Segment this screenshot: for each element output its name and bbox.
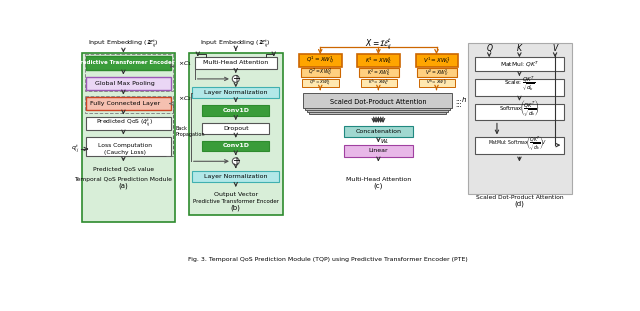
Text: Predicted QoS ($\hat{q}^t_{ij}$): Predicted QoS ($\hat{q}^t_{ij}$) (97, 118, 154, 129)
Text: (Cauchy Loss): (Cauchy Loss) (104, 150, 146, 155)
Bar (307, 97, 448, 112)
Text: $K^h = XW_K^h$: $K^h = XW_K^h$ (368, 77, 389, 88)
Text: $V^1 = XW_V^1$: $V^1 = XW_V^1$ (422, 55, 451, 66)
Text: $V^h = XW_V^h$: $V^h = XW_V^h$ (426, 77, 447, 88)
Bar (202, 105, 269, 116)
Bar (202, 123, 269, 133)
Text: MatMul: $QK^T$: MatMul: $QK^T$ (500, 60, 540, 69)
Bar (417, 68, 457, 77)
Bar (344, 126, 413, 137)
Bar (84, 96, 173, 113)
Bar (360, 79, 397, 86)
Text: $q^t_{ij}$: $q^t_{ij}$ (71, 143, 79, 155)
Bar (358, 54, 400, 67)
Text: $Q^2 = XW_Q^2$: $Q^2 = XW_Q^2$ (308, 67, 332, 78)
Bar (301, 68, 340, 77)
Text: Back
Propagation: Back Propagation (175, 126, 205, 137)
Bar (193, 171, 279, 182)
Bar (86, 56, 172, 70)
Bar (476, 104, 564, 120)
Text: K: K (517, 44, 522, 53)
Text: $K^1 = XW_K^1$: $K^1 = XW_K^1$ (365, 55, 392, 66)
Text: Q: Q (486, 44, 492, 53)
Text: Fig. 3. Temporal QoS Prediction Module (TQP) using Predictive Transformer Encode: Fig. 3. Temporal QoS Prediction Module (… (188, 257, 468, 262)
Bar (467, 44, 572, 194)
Text: (d): (d) (515, 200, 524, 207)
Text: Global Max Pooling: Global Max Pooling (95, 81, 155, 86)
Bar (476, 57, 564, 71)
Text: +: + (232, 156, 240, 166)
Circle shape (232, 76, 239, 82)
Text: Fully Connected Layer: Fully Connected Layer (90, 101, 160, 106)
Text: (a): (a) (118, 183, 128, 189)
Bar (476, 79, 564, 96)
Text: Scaled Dot-Product Attention: Scaled Dot-Product Attention (476, 195, 563, 200)
Text: ...: ... (455, 102, 461, 108)
Bar (303, 79, 339, 86)
Text: $V^2 = XW_V^2$: $V^2 = XW_V^2$ (425, 67, 448, 78)
Text: V: V (552, 44, 557, 53)
Bar (86, 97, 172, 110)
Bar (300, 54, 342, 67)
Bar (305, 94, 451, 110)
Bar (83, 53, 175, 222)
Text: Temporal QoS Prediction Module: Temporal QoS Prediction Module (74, 177, 172, 182)
Circle shape (232, 158, 239, 165)
Text: Softmax$\!\left(\dfrac{QK^T}{\sqrt{d_k}}\right)$: Softmax$\!\left(\dfrac{QK^T}{\sqrt{d_k}}… (499, 98, 540, 118)
Text: Loss Computation: Loss Computation (98, 143, 152, 148)
Text: Predicted QoS value: Predicted QoS value (93, 166, 154, 171)
Bar (84, 54, 173, 91)
Text: Layer Normalization: Layer Normalization (204, 174, 268, 179)
Text: Input Embedding ($\mathcal{I\!E}^t_{ij}$): Input Embedding ($\mathcal{I\!E}^t_{ij}$… (88, 38, 159, 50)
Bar (86, 117, 172, 130)
Text: Predictive Transformer Encoder: Predictive Transformer Encoder (76, 60, 174, 65)
Text: Output Vector: Output Vector (214, 192, 258, 197)
FancyArrowPatch shape (170, 62, 174, 67)
Text: $\times C_2$: $\times C_2$ (178, 95, 191, 103)
Text: Layer Normalization: Layer Normalization (204, 90, 268, 95)
Text: MatMul: Softmax$\!\left(\dfrac{QK^T}{\sqrt{d_k}}\right)\!V$: MatMul: Softmax$\!\left(\dfrac{QK^T}{\sq… (488, 135, 547, 152)
Text: Multi-Head Attention: Multi-Head Attention (203, 60, 268, 65)
Text: (c): (c) (374, 183, 383, 189)
Bar (344, 145, 413, 157)
Text: +: + (232, 74, 240, 84)
Bar (303, 93, 452, 108)
Text: Scaled Dot-Product Attention: Scaled Dot-Product Attention (330, 99, 427, 105)
Text: Scale: $\dfrac{QK^T}{\sqrt{d_k}}$: Scale: $\dfrac{QK^T}{\sqrt{d_k}}$ (504, 74, 535, 93)
Bar (195, 57, 277, 69)
Text: Conv1D: Conv1D (222, 143, 249, 148)
Text: Dropout: Dropout (223, 126, 248, 131)
Bar (309, 99, 446, 114)
Bar (202, 141, 269, 151)
Text: Predictive Transformer Encoder: Predictive Transformer Encoder (193, 199, 279, 204)
Text: h: h (462, 97, 467, 104)
Text: ...: ... (455, 96, 461, 102)
Text: ...: ... (455, 99, 461, 105)
Text: Multi-Head Attention: Multi-Head Attention (346, 177, 411, 182)
Bar (189, 53, 283, 215)
Bar (359, 68, 399, 77)
Text: $W_L$: $W_L$ (380, 137, 390, 146)
Bar (415, 54, 458, 67)
Text: $Q^h = XW_Q^h$: $Q^h = XW_Q^h$ (310, 77, 331, 88)
Bar (193, 87, 279, 98)
Text: $K^2 = XW_K^2$: $K^2 = XW_K^2$ (367, 67, 390, 78)
Text: Conv1D: Conv1D (222, 108, 249, 113)
Text: $Q^1 = XW_Q^1$: $Q^1 = XW_Q^1$ (306, 55, 334, 66)
Text: $\times C_1$: $\times C_1$ (178, 59, 191, 68)
Text: Input Embedding ($\mathcal{I\!E}^t_{ij}$): Input Embedding ($\mathcal{I\!E}^t_{ij}$… (200, 38, 271, 50)
Bar (419, 79, 455, 86)
Text: $X = \mathcal{I\!E}^t_{ij}$: $X = \mathcal{I\!E}^t_{ij}$ (365, 36, 392, 52)
Bar (476, 137, 564, 154)
Bar (86, 77, 172, 90)
Text: Linear: Linear (369, 148, 388, 153)
Text: Concatenation: Concatenation (355, 129, 401, 134)
Text: (b): (b) (231, 204, 241, 211)
Bar (86, 137, 172, 156)
